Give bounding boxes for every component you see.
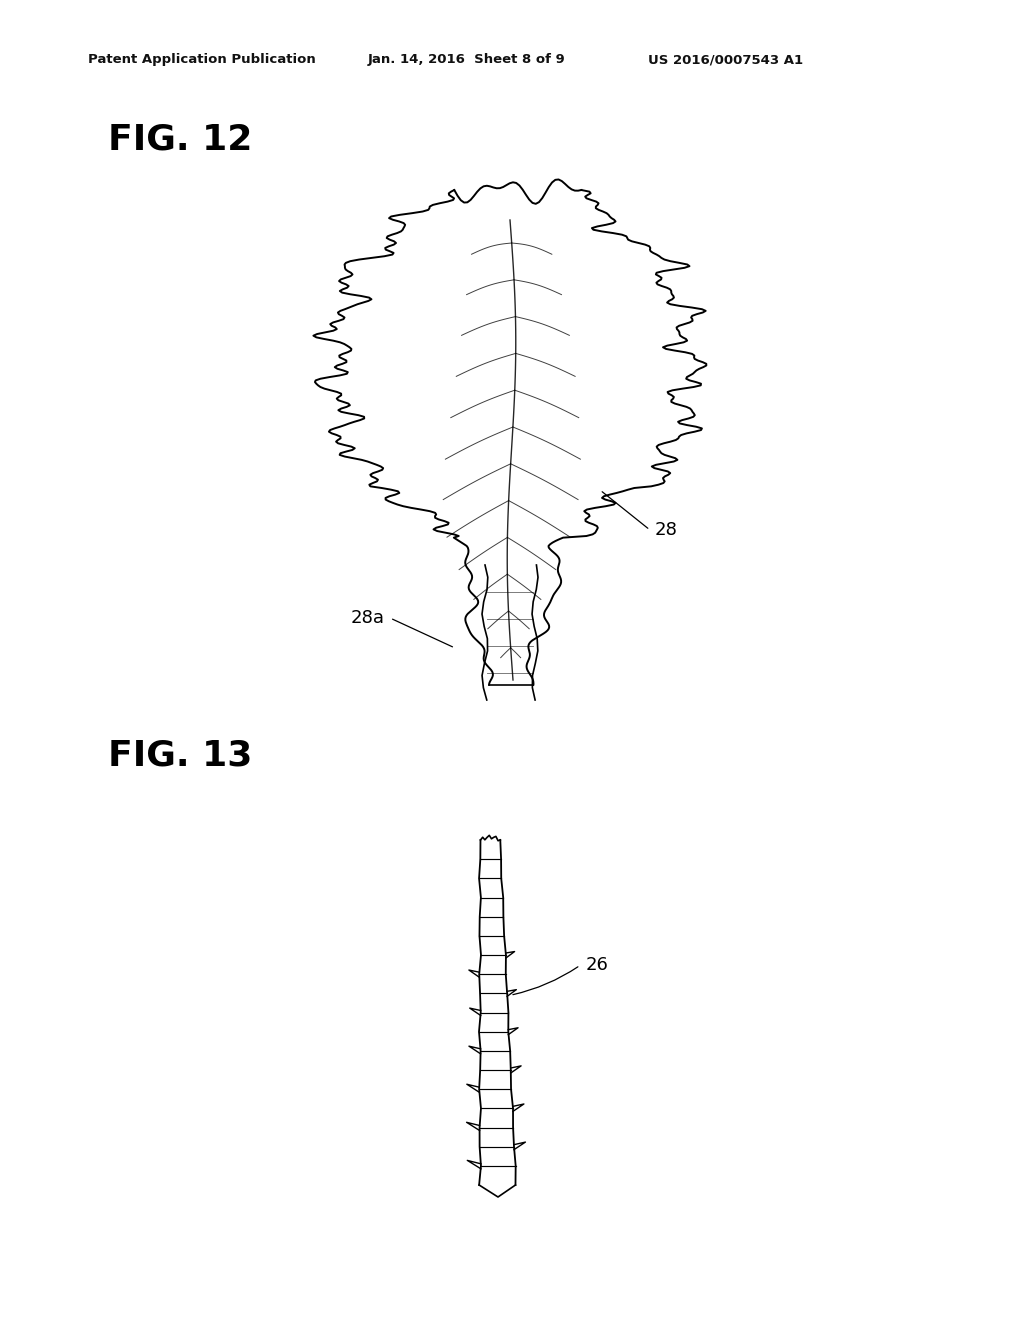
Text: Patent Application Publication: Patent Application Publication (88, 54, 315, 66)
Text: 28a: 28a (351, 609, 385, 627)
Text: 28: 28 (655, 521, 678, 539)
Text: 26: 26 (585, 956, 608, 974)
Text: US 2016/0007543 A1: US 2016/0007543 A1 (648, 54, 803, 66)
Text: Jan. 14, 2016  Sheet 8 of 9: Jan. 14, 2016 Sheet 8 of 9 (368, 54, 565, 66)
Text: FIG. 12: FIG. 12 (108, 123, 252, 157)
Text: FIG. 13: FIG. 13 (108, 738, 252, 772)
